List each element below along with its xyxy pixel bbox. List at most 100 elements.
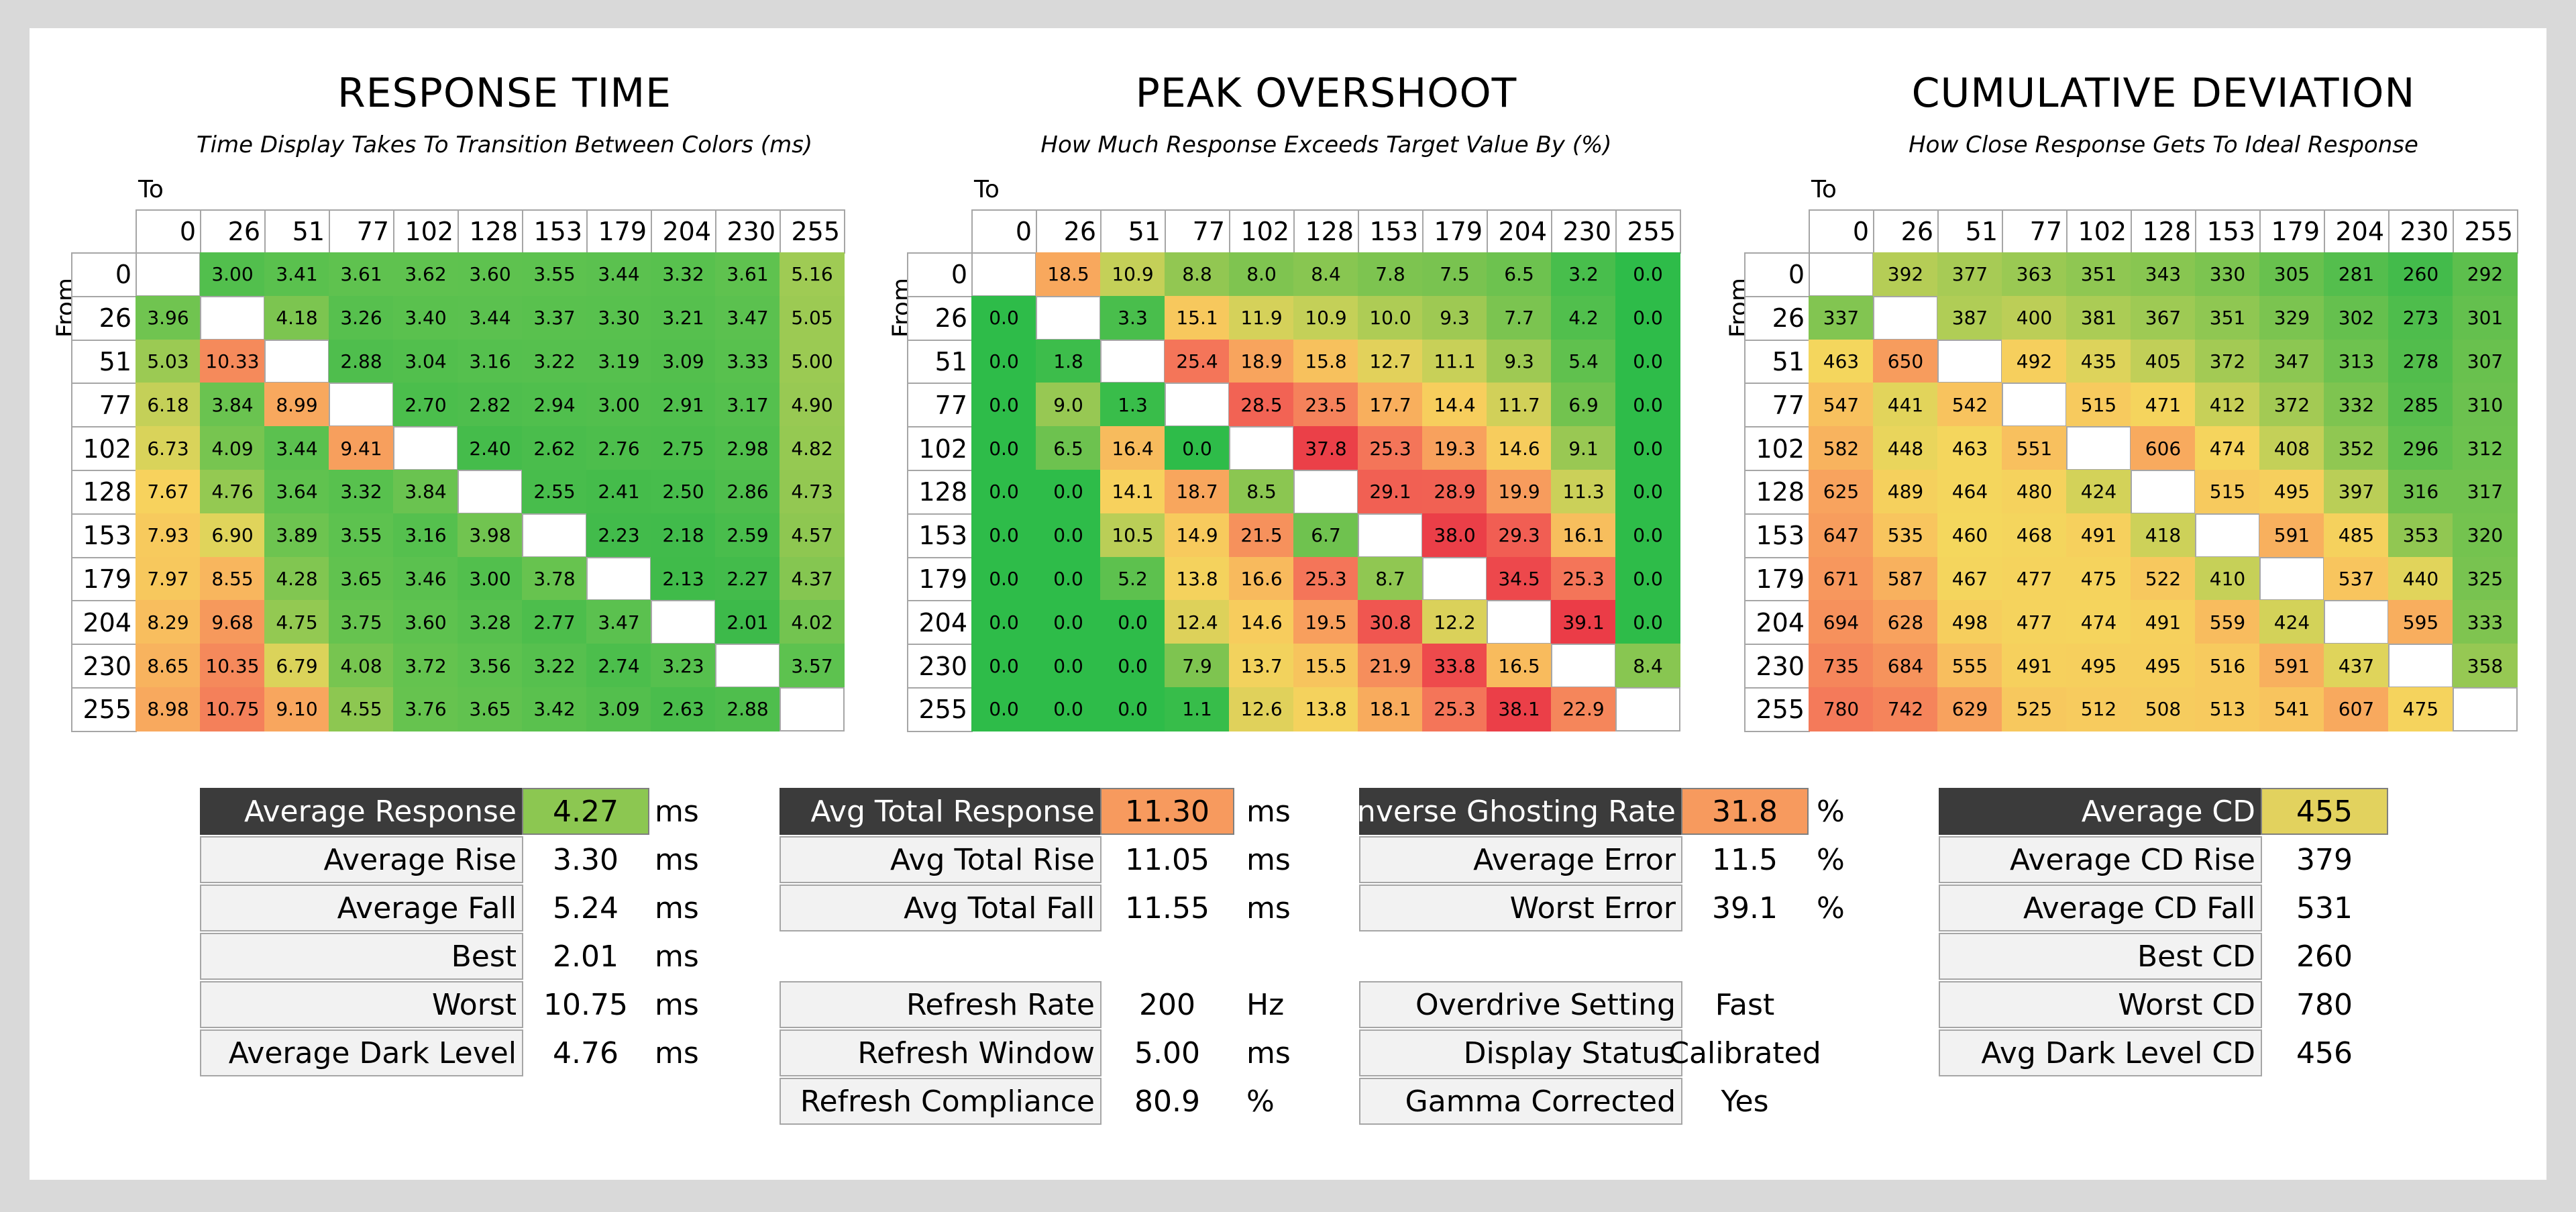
heatmap-cell (329, 383, 394, 427)
heatmap-cell: 0.0 (971, 644, 1036, 688)
stats-row: Average Response 4.27 ms (200, 788, 730, 835)
heatmap-cell: 16.1 (1551, 513, 1616, 558)
row-header: 255 (1744, 687, 1810, 732)
heatmap-cell: 305 (2259, 252, 2324, 297)
heatmap-cell: 9.3 (1487, 339, 1552, 384)
heatmap-cell: 3.00 (458, 556, 523, 601)
heatmap-cell (1165, 383, 1230, 427)
stat-label: Overdrive Setting (1359, 981, 1682, 1028)
heatmap-cell: 485 (2324, 513, 2389, 558)
heatmap-cell: 39.1 (1551, 600, 1616, 645)
stat-value: 2.01 (553, 939, 619, 974)
column-header: 204 (1487, 209, 1552, 254)
stat-value: 31.8 (1681, 788, 1809, 835)
heatmap-cell: 2.75 (651, 426, 716, 470)
heatmap-cell: 512 (2066, 687, 2131, 731)
row-header: 26 (1744, 295, 1810, 341)
heatmap-cell: 0.0 (1165, 426, 1230, 470)
column-header: 230 (715, 209, 781, 254)
heatmap-cell: 508 (2131, 687, 2196, 731)
heatmap-cell: 9.10 (264, 687, 329, 731)
heatmap-cell: 25.4 (1165, 339, 1230, 384)
heatmap-cell: 337 (1809, 295, 1874, 340)
x-axis-label: To (138, 176, 164, 203)
heatmap-cell: 5.03 (136, 339, 201, 384)
heatmap-cell: 547 (1809, 383, 1874, 427)
row-header: 77 (71, 383, 137, 428)
heatmap-cell: 0.0 (1036, 470, 1101, 514)
heatmap-cell: 8.0 (1229, 252, 1294, 297)
row-header: 102 (71, 426, 137, 471)
heatmap-cell: 0.0 (971, 295, 1036, 340)
heatmap-cell: 3.16 (458, 339, 523, 384)
heatmap-cell: 29.3 (1487, 513, 1552, 558)
heatmap-cell: 8.8 (1165, 252, 1230, 297)
heatmap-cell: 3.37 (522, 295, 587, 340)
heatmap-cell: 19.5 (1293, 600, 1358, 645)
heatmap-cell: 10.33 (200, 339, 265, 384)
stat-value: 5.24 (553, 891, 619, 925)
heatmap-cell: 22.9 (1551, 687, 1616, 731)
heatmap-cell: 2.82 (458, 383, 523, 427)
column-header: 0 (971, 209, 1037, 254)
stats-row: Average CD Fall 531 (1939, 885, 2469, 931)
heatmap-cell: 5.16 (780, 252, 845, 297)
stat-label: Worst (200, 981, 523, 1028)
heatmap-cell: 3.65 (329, 556, 394, 601)
row-header: 128 (907, 470, 973, 515)
column-header: 179 (1422, 209, 1488, 254)
row-header: 153 (1744, 513, 1810, 558)
heatmap-cell: 408 (2259, 426, 2324, 470)
heatmap-cell: 358 (2453, 644, 2518, 688)
stats-row: Worst 10.75 ms (200, 981, 730, 1028)
heatmap-cell: 6.5 (1487, 252, 1552, 297)
row-header: 153 (71, 513, 137, 558)
heatmap-cell: 307 (2453, 339, 2518, 384)
heatmap-cell: 522 (2131, 556, 2196, 601)
heatmap-cell: 0.0 (971, 426, 1036, 470)
heatmap-cell: 10.9 (1293, 295, 1358, 340)
heatmap-cell: 285 (2388, 383, 2453, 427)
heatmap-cell: 30.8 (1358, 600, 1423, 645)
heatmap-cell: 397 (2324, 470, 2389, 514)
heatmap-cell (393, 426, 458, 470)
stat-unit: ms (655, 1036, 699, 1070)
heatmap-cell: 4.18 (264, 295, 329, 340)
heatmap-cell: 671 (1809, 556, 1874, 601)
heatmap-cell: 16.4 (1100, 426, 1165, 470)
row-header: 51 (907, 339, 973, 385)
heatmap-cell (2195, 513, 2260, 558)
heatmap-cell: 8.29 (136, 600, 201, 645)
heatmap-cell: 475 (2388, 687, 2453, 731)
heatmap-cell (458, 470, 523, 514)
heatmap-cell: 25.3 (1422, 687, 1487, 731)
heatmap-cell: 2.41 (586, 470, 651, 514)
x-axis-label: To (974, 176, 1000, 203)
heatmap-cell: 742 (1873, 687, 1938, 731)
heatmap-cell: 3.84 (393, 470, 458, 514)
heatmap-cell: 3.64 (264, 470, 329, 514)
heatmap-cell (1100, 339, 1165, 384)
heatmap-cell: 3.33 (715, 339, 780, 384)
stat-unit: ms (655, 842, 699, 877)
heatmap-cell: 0.0 (1615, 252, 1680, 297)
heatmap-cell (780, 687, 845, 731)
stat-unit: % (1817, 842, 1845, 877)
row-header: 0 (1744, 252, 1810, 297)
column-header: 179 (2259, 209, 2325, 254)
heatmap-cell: 0.0 (1615, 470, 1680, 514)
heatmap-cell: 3.32 (329, 470, 394, 514)
heatmap-cell (1551, 644, 1616, 688)
heatmap-cell: 0.0 (1100, 687, 1165, 731)
heatmap-cell: 10.35 (200, 644, 265, 688)
stats-row: Gamma Corrected Yes (1359, 1078, 1889, 1125)
heatmap-cell: 3.00 (200, 252, 265, 297)
heatmap-cell: 372 (2195, 339, 2260, 384)
heatmap-cell: 3.47 (586, 600, 651, 645)
heatmap-cell: 11.3 (1551, 470, 1616, 514)
column-header: 204 (2324, 209, 2390, 254)
heatmap-cell: 38.0 (1422, 513, 1487, 558)
heatmap-cell: 6.7 (1293, 513, 1358, 558)
stat-unit: ms (655, 794, 699, 829)
heatmap-cell: 4.55 (329, 687, 394, 731)
